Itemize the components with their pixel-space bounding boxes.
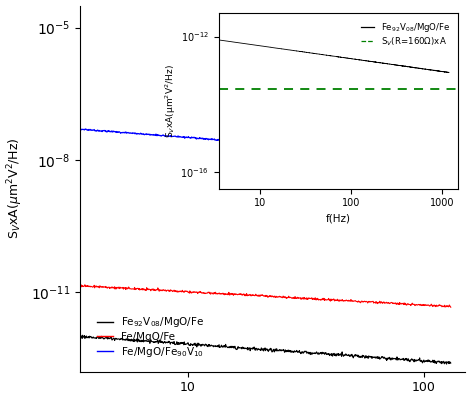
Legend: Fe$_{92}$V$_{08}$/MgO/Fe, Fe/MgO/Fe, Fe/MgO/Fe$_{90}$V$_{10}$: Fe$_{92}$V$_{08}$/MgO/Fe, Fe/MgO/Fe, Fe/… bbox=[93, 311, 208, 363]
Y-axis label: S$_V$xA($\mu$m$^2$V$^2$/Hz): S$_V$xA($\mu$m$^2$V$^2$/Hz) bbox=[6, 138, 25, 240]
